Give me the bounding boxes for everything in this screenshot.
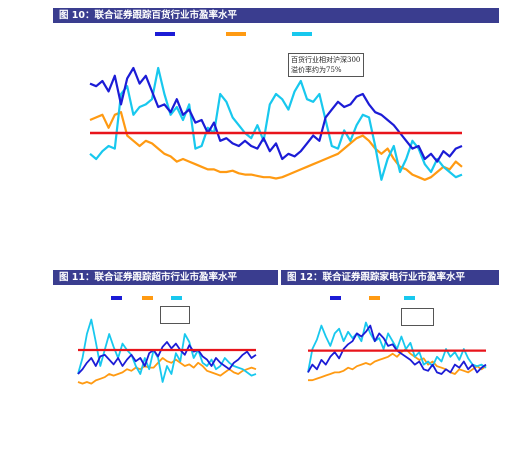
chart-right-series-orange <box>308 348 487 382</box>
chart-right-title: 图 12：联合证券跟踪家电行业市盈率水平 <box>281 270 499 285</box>
chart-main-annotation: 百货行业相对沪深300溢价率约为75% <box>288 53 364 77</box>
chart-right-series-cyan <box>307 321 487 373</box>
chart-main-plot <box>89 32 463 181</box>
chart-left-series-orange <box>77 357 257 385</box>
chart-main-legend-swatch-cyan <box>292 32 312 36</box>
chart-left-title: 图 11：联合证券跟踪超市行业市盈率水平 <box>53 270 278 285</box>
chart-left-legend-swatch-orange <box>142 296 153 300</box>
chart-main-title: 图 10：联合证券跟踪百货行业市盈率水平 <box>53 8 499 23</box>
chart-right-plot <box>307 296 487 382</box>
chart-left-annotation <box>160 306 190 324</box>
chart-left-legend-swatch-cyan <box>171 296 182 300</box>
chart-main-legend-swatch-orange <box>226 32 246 36</box>
chart-right-legend-swatch-blue <box>330 296 341 300</box>
chart-main-legend-swatch-blue <box>155 32 175 36</box>
chart-left-legend-swatch-blue <box>111 296 122 300</box>
chart-right-annotation <box>401 308 434 326</box>
chart-right-legend-swatch-orange <box>369 296 380 300</box>
chart-main-series-orange <box>89 111 463 181</box>
chart-right-legend-swatch-cyan <box>404 296 415 300</box>
chart-main-series-cyan <box>89 66 463 181</box>
chart-left-series-blue <box>77 341 257 375</box>
chart-left-series-cyan <box>77 318 257 383</box>
chart-left-plot <box>77 296 257 385</box>
chart-main-series-blue <box>89 66 463 163</box>
